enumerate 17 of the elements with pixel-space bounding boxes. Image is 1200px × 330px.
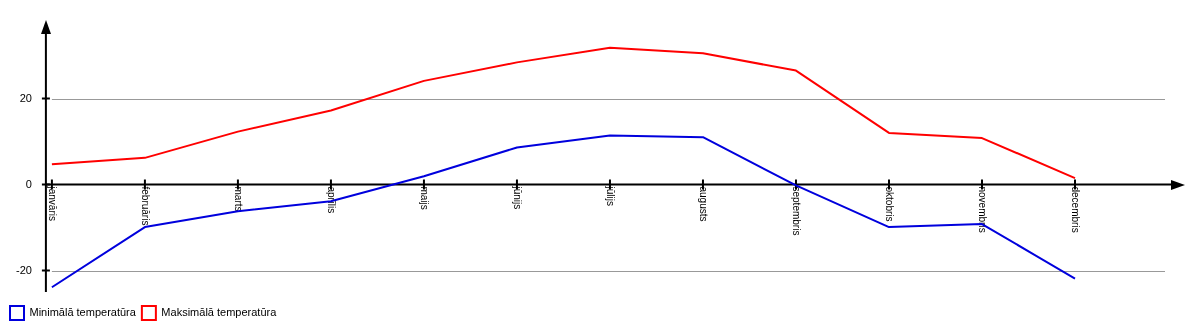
x-tick-label: februāris: [140, 186, 152, 226]
legend-label: Minimālā temperatūra: [29, 306, 137, 319]
y-tick-label: 0: [25, 177, 32, 190]
x-tick-label: aprīlis: [326, 186, 338, 214]
x-tick-label: jūlijs: [605, 185, 617, 206]
x-tick-label: septembris: [791, 186, 803, 236]
x-tick-label: decembris: [1070, 186, 1082, 233]
x-tick-label: janvāris: [47, 185, 59, 221]
legend-label: Maksimālā temperatūra: [161, 306, 278, 319]
x-tick-label: jūnijs: [512, 185, 524, 210]
y-tick-label: 20: [19, 91, 32, 104]
x-tick-label: augusts: [698, 186, 710, 222]
x-tick-label: oktobris: [884, 186, 896, 222]
x-tick-label: novembris: [977, 186, 989, 233]
x-tick-label: maijs: [419, 186, 431, 210]
x-tick-label: marts: [233, 186, 245, 212]
y-tick-label: -20: [15, 263, 32, 276]
